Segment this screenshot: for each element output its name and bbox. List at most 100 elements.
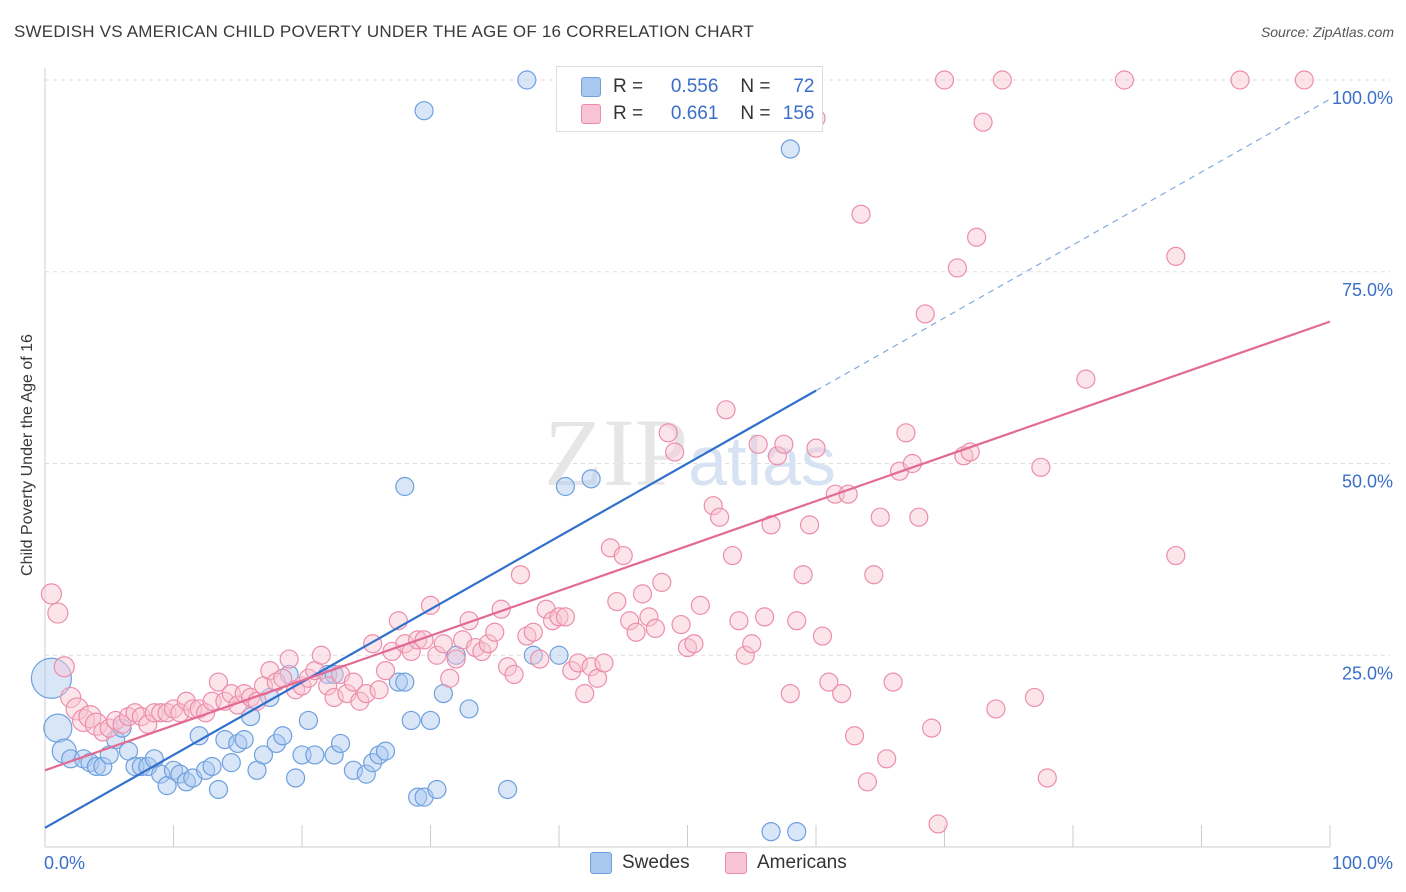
data-point: [947, 258, 967, 278]
data-point: [581, 657, 601, 677]
data-point: [722, 545, 743, 566]
data-point: [78, 705, 102, 729]
data-point: [1294, 70, 1314, 90]
data-point: [401, 710, 421, 731]
americans-legend-label: Americans: [757, 852, 847, 873]
data-point: [555, 476, 576, 497]
data-point: [330, 733, 351, 754]
data-point: [594, 653, 614, 673]
data-point: [549, 607, 569, 627]
data-point: [909, 507, 929, 527]
data-point: [870, 507, 890, 527]
bottom-legend-americans[interactable]: Americans: [725, 852, 847, 874]
data-point: [112, 714, 132, 734]
n-label: N =: [740, 103, 771, 124]
y-tick-label: 50.0%: [1342, 472, 1393, 492]
americans-points: [40, 70, 1314, 834]
data-point: [234, 730, 254, 750]
data-point: [992, 70, 1012, 90]
americans-r-value: 0.661: [670, 103, 719, 124]
americans-trend-line: [44, 320, 1331, 772]
data-point: [273, 726, 293, 746]
data-point: [1076, 369, 1096, 389]
y-tick-label: 75.0%: [1342, 280, 1393, 300]
data-point: [395, 476, 415, 497]
data-point: [356, 683, 376, 704]
data-point: [819, 672, 839, 692]
data-point: [851, 204, 871, 224]
data-point: [375, 741, 396, 761]
data-point: [324, 745, 344, 765]
data-point: [780, 683, 800, 704]
data-point: [710, 507, 730, 527]
data-point: [196, 703, 216, 723]
data-point: [151, 703, 171, 723]
data-point: [877, 749, 897, 769]
data-point: [735, 645, 755, 665]
legend-row-swedes: R = 0.556 N = 72: [581, 75, 815, 99]
data-point: [356, 764, 376, 784]
swedes-swatch: [581, 77, 601, 97]
americans-n-value: 156: [782, 103, 815, 124]
americans-legend-swatch: [725, 852, 747, 874]
data-point: [420, 595, 441, 615]
data-point: [928, 814, 948, 834]
data-point: [446, 649, 466, 669]
data-point: [626, 622, 646, 642]
data-point: [960, 442, 980, 462]
data-point: [298, 710, 319, 731]
data-point: [208, 672, 229, 692]
n-label: N =: [740, 76, 771, 97]
swedes-trend-line: [44, 389, 817, 829]
data-point: [498, 657, 518, 677]
data-point: [343, 672, 363, 692]
bottom-legend-swedes[interactable]: Swedes: [590, 852, 690, 874]
data-point: [620, 611, 640, 631]
data-point: [639, 607, 659, 627]
data-point: [742, 634, 762, 654]
y-tick-label: 25.0%: [1342, 663, 1393, 683]
data-point: [170, 703, 190, 723]
data-point: [832, 683, 852, 704]
data-point: [915, 304, 935, 324]
data-point: [253, 745, 274, 765]
data-point: [1037, 768, 1057, 788]
swedes-r-value: 0.556: [670, 76, 719, 97]
data-point: [369, 680, 389, 700]
data-point: [581, 469, 601, 489]
data-point: [562, 660, 582, 681]
data-point: [420, 710, 441, 731]
data-point: [151, 764, 171, 784]
chart-title: SWEDISH VS AMERICAN CHILD POVERTY UNDER …: [14, 22, 754, 41]
data-point: [510, 565, 531, 585]
data-point: [703, 496, 723, 516]
data-point: [652, 572, 672, 592]
data-point: [363, 753, 383, 773]
data-point: [459, 699, 479, 719]
data-point: [311, 645, 331, 665]
correlation-legend: R = 0.556 N = 72 R = 0.661 N = 156: [556, 66, 823, 132]
x-tick-label-min: 0.0%: [44, 853, 85, 873]
data-point: [684, 634, 704, 654]
data-point: [748, 434, 768, 454]
data-point: [896, 423, 916, 443]
data-point: [208, 779, 229, 800]
data-point: [440, 668, 460, 688]
data-point: [806, 438, 826, 458]
data-point: [504, 664, 524, 685]
data-point: [324, 687, 344, 708]
data-point: [986, 699, 1006, 719]
data-point: [575, 683, 595, 704]
swedes-legend-label: Swedes: [622, 852, 690, 873]
data-point: [671, 614, 691, 635]
axes: [44, 68, 1331, 848]
data-point: [388, 672, 408, 692]
data-point: [60, 686, 82, 709]
data-point: [934, 70, 955, 90]
data-point: [645, 618, 665, 639]
source-label: Source: ZipAtlas.com: [1260, 24, 1394, 40]
data-point: [498, 779, 518, 800]
data-point: [427, 645, 447, 665]
data-point: [478, 634, 498, 654]
